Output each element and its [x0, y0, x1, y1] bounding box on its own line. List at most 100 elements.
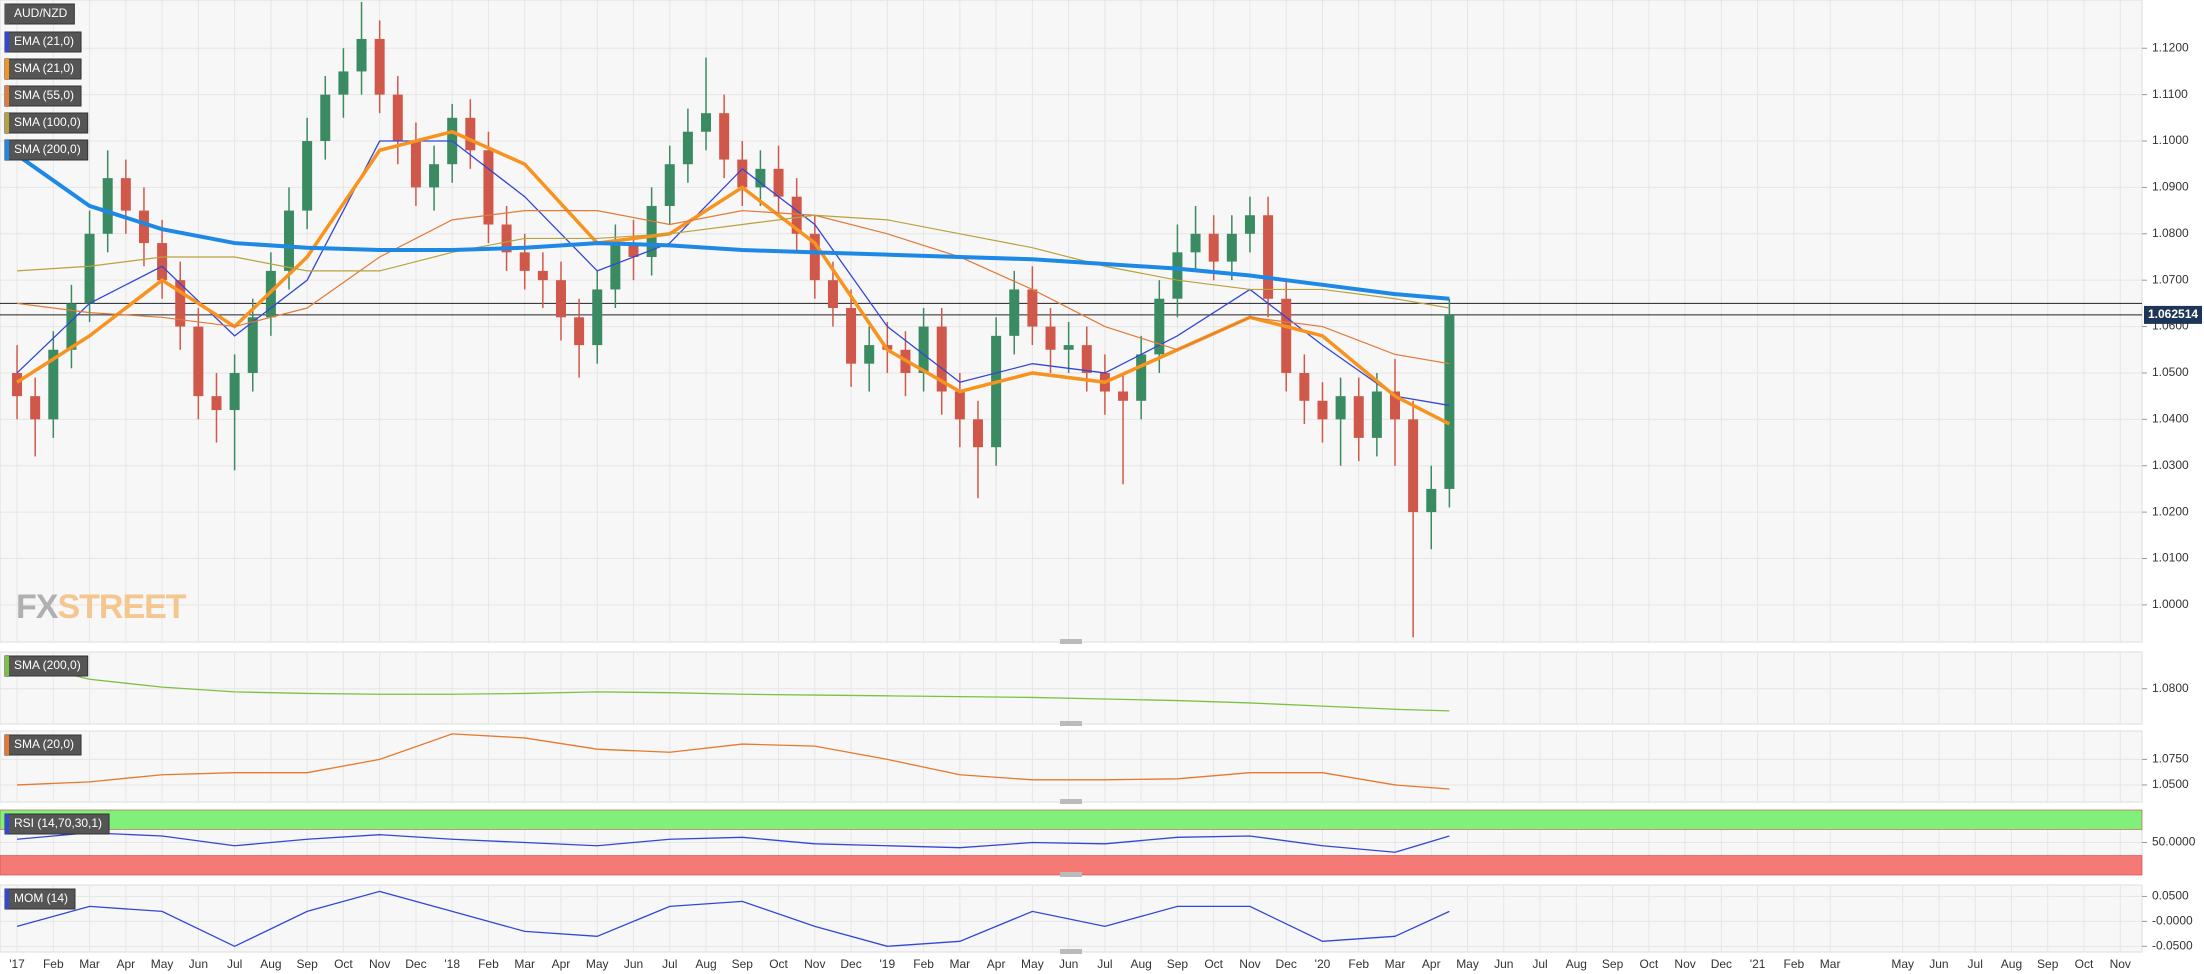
indicator-line	[16, 890, 1450, 948]
candle-body	[120, 178, 131, 211]
legend-label: AUD/NZD	[14, 6, 68, 20]
legend-item: SMA (21,0)	[4, 58, 82, 80]
candle-body	[410, 141, 421, 188]
indicator-line	[16, 832, 1450, 853]
candle-body	[936, 326, 947, 392]
candle-body	[84, 233, 95, 304]
x-tick-label: Mar	[1385, 957, 1406, 971]
overlay-line	[15, 153, 1450, 301]
legend-swatch	[5, 140, 9, 160]
candle-body	[1353, 396, 1364, 438]
y-tick-label: 1.0500	[2152, 777, 2189, 791]
candle-body	[1244, 215, 1255, 234]
y-tick-label: -0.0500	[2152, 938, 2193, 952]
legend-label: SMA (200,0)	[14, 658, 81, 672]
x-tick-label: Dec	[840, 957, 861, 971]
candle-body	[30, 396, 41, 420]
indicator-line	[16, 661, 1450, 712]
x-tick-label: Aug	[695, 957, 716, 971]
legend-item: SMA (200,0)	[4, 139, 89, 161]
candle-body	[991, 335, 1002, 448]
candle-body	[519, 252, 530, 271]
candle-body	[1045, 326, 1056, 350]
panel-background	[0, 730, 2143, 803]
candle-body	[918, 326, 929, 373]
x-tick-label: Mar	[514, 957, 535, 971]
x-tick-label: Feb	[1348, 957, 1369, 971]
x-tick-label: Mar	[950, 957, 971, 971]
candle-body	[1371, 391, 1382, 438]
y-tick-label: 1.0700	[2152, 272, 2189, 286]
panel-handle	[1060, 639, 1082, 644]
candle-body	[211, 396, 222, 411]
candle-body	[1263, 215, 1274, 299]
x-tick-label: May	[1021, 957, 1044, 971]
band	[0, 809, 2143, 830]
y-tick-label: 1.0500	[2152, 365, 2189, 379]
candle-body	[827, 280, 838, 309]
candle-body	[1408, 419, 1419, 513]
x-tick-label: Mar	[79, 957, 100, 971]
candle-body	[954, 391, 965, 420]
x-tick-label: Jun	[1059, 957, 1078, 971]
panel-background	[0, 651, 2143, 725]
legend-item: MOM (14)	[4, 888, 76, 910]
x-tick-label: Aug	[2001, 957, 2022, 971]
legend-label: SMA (55,0)	[14, 88, 74, 102]
x-tick-label: Aug	[1566, 957, 1587, 971]
overlay-line	[17, 214, 1450, 309]
x-tick-label: '20	[1315, 957, 1331, 971]
candle-body	[1027, 289, 1038, 327]
x-tick-label: Dec	[405, 957, 426, 971]
y-tick-label: 0.0500	[2152, 889, 2189, 903]
candle-body	[1335, 396, 1346, 420]
legend-item: RSI (14,70,30,1)	[4, 813, 110, 835]
candle-body	[737, 159, 748, 188]
legend-swatch	[5, 656, 9, 676]
y-tick-label: 1.1200	[2152, 40, 2189, 54]
y-tick-label: 1.1000	[2152, 133, 2189, 147]
x-tick-label: Oct	[769, 957, 788, 971]
candle-body	[610, 243, 621, 290]
candle-body	[302, 141, 313, 211]
x-tick-label: Dec	[1276, 957, 1297, 971]
x-tick-label: Feb	[478, 957, 499, 971]
x-tick-label: Sep	[1602, 957, 1624, 971]
x-tick-label: '21	[1750, 957, 1766, 971]
legend-swatch	[5, 113, 9, 133]
x-tick-label: Jul	[1097, 957, 1112, 971]
candle-body	[1390, 391, 1401, 420]
x-tick-label: May	[1891, 957, 1914, 971]
panel-background	[0, 0, 2143, 643]
candle-body	[102, 178, 113, 234]
legend-swatch	[5, 889, 9, 909]
candle-body	[682, 131, 693, 165]
x-tick-label: Apr	[1422, 957, 1441, 971]
y-tick-label: 1.0900	[2152, 180, 2189, 194]
x-tick-label: Mar	[1820, 957, 1841, 971]
candle-body	[12, 372, 23, 397]
candle-body	[374, 38, 385, 95]
candle-body	[664, 164, 675, 206]
y-tick-label: 1.0800	[2152, 681, 2189, 695]
candle-body	[646, 205, 657, 257]
candle-body	[574, 317, 585, 346]
legend-swatch	[5, 86, 9, 106]
x-tick-label: Sep	[296, 957, 318, 971]
candle-body	[809, 233, 820, 281]
candle-body	[719, 113, 730, 160]
candle-body	[429, 164, 440, 188]
x-tick-label: May	[1456, 957, 1479, 971]
overlay-line	[16, 209, 1450, 365]
x-tick-label: Oct	[2075, 957, 2094, 971]
x-tick-label: May	[151, 957, 174, 971]
candle-body	[555, 280, 566, 318]
x-tick-label: Apr	[552, 957, 571, 971]
legend-label: SMA (21,0)	[14, 61, 74, 75]
candle-body	[157, 243, 168, 281]
x-tick-label: Jun	[1929, 957, 1948, 971]
candle-body	[1226, 233, 1237, 262]
x-tick-label: Sep	[732, 957, 754, 971]
legend-label: EMA (21,0)	[14, 34, 74, 48]
